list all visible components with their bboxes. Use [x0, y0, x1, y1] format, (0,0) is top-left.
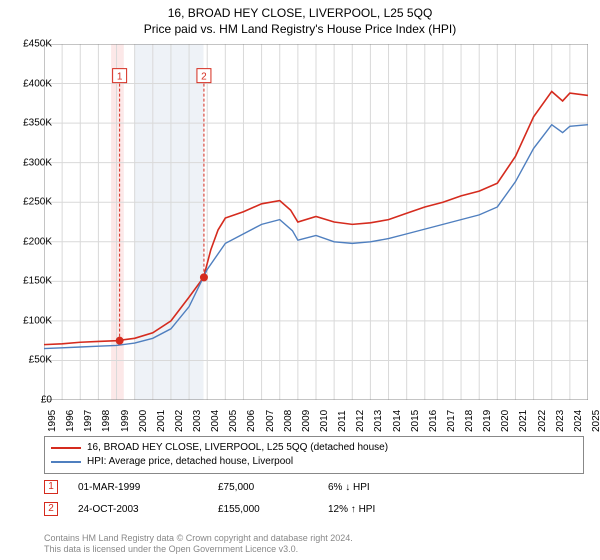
x-tick-label: 2003 [192, 410, 203, 432]
y-tick-label: £0 [12, 395, 52, 406]
x-tick-label: 2015 [410, 410, 421, 432]
legend-item-property: 16, BROAD HEY CLOSE, LIVERPOOL, L25 5QQ … [51, 441, 577, 455]
sale-date-2: 24-OCT-2003 [78, 504, 218, 515]
x-tick-label: 2000 [138, 410, 149, 432]
x-tick-label: 2008 [283, 410, 294, 432]
page-title: 16, BROAD HEY CLOSE, LIVERPOOL, L25 5QQ [0, 0, 600, 20]
x-tick-label: 2012 [355, 410, 366, 432]
legend-label-property: 16, BROAD HEY CLOSE, LIVERPOOL, L25 5QQ … [87, 441, 388, 455]
x-tick-label: 2007 [265, 410, 276, 432]
y-tick-label: £200K [12, 236, 52, 247]
x-tick-label: 2004 [210, 410, 221, 432]
sale-row-2: 2 24-OCT-2003 £155,000 12% ↑ HPI [44, 502, 584, 516]
legend: 16, BROAD HEY CLOSE, LIVERPOOL, L25 5QQ … [44, 436, 584, 474]
footer: Contains HM Land Registry data © Crown c… [44, 533, 353, 556]
y-tick-label: £250K [12, 197, 52, 208]
y-tick-label: £100K [12, 315, 52, 326]
sale-pct-1: 6% ↓ HPI [328, 482, 448, 493]
x-tick-label: 1999 [120, 410, 131, 432]
x-tick-label: 2002 [174, 410, 185, 432]
chart-area: 12 [44, 44, 588, 400]
footer-line-1: Contains HM Land Registry data © Crown c… [44, 533, 353, 545]
sale-marker-1: 1 [44, 480, 58, 494]
x-tick-label: 2006 [246, 410, 257, 432]
x-tick-label: 2018 [464, 410, 475, 432]
legend-label-hpi: HPI: Average price, detached house, Live… [87, 455, 293, 469]
page-subtitle: Price paid vs. HM Land Registry's House … [0, 20, 600, 40]
x-tick-label: 2019 [482, 410, 493, 432]
x-tick-label: 1997 [83, 410, 94, 432]
x-tick-label: 2024 [573, 410, 584, 432]
svg-text:2: 2 [201, 72, 207, 83]
sale-marker-2: 2 [44, 502, 58, 516]
x-tick-label: 1998 [101, 410, 112, 432]
x-tick-label: 2021 [518, 410, 529, 432]
x-tick-label: 2010 [319, 410, 330, 432]
x-tick-label: 2011 [337, 410, 348, 432]
x-tick-label: 2022 [537, 410, 548, 432]
sale-date-1: 01-MAR-1999 [78, 482, 218, 493]
footer-line-2: This data is licensed under the Open Gov… [44, 544, 353, 556]
x-tick-label: 2023 [555, 410, 566, 432]
x-tick-label: 2017 [446, 410, 457, 432]
sale-price-2: £155,000 [218, 504, 328, 515]
svg-text:1: 1 [117, 72, 123, 83]
y-tick-label: £350K [12, 118, 52, 129]
x-tick-label: 2025 [591, 410, 600, 432]
y-tick-label: £400K [12, 78, 52, 89]
sale-row-1: 1 01-MAR-1999 £75,000 6% ↓ HPI [44, 480, 584, 494]
y-tick-label: £450K [12, 39, 52, 50]
legend-swatch-property [51, 447, 81, 449]
x-tick-label: 1996 [65, 410, 76, 432]
x-tick-label: 2013 [373, 410, 384, 432]
legend-swatch-hpi [51, 461, 81, 463]
legend-item-hpi: HPI: Average price, detached house, Live… [51, 455, 577, 469]
x-tick-label: 2001 [156, 410, 167, 432]
x-tick-label: 2020 [500, 410, 511, 432]
price-chart: 12 [44, 44, 588, 400]
sale-pct-2: 12% ↑ HPI [328, 504, 448, 515]
x-tick-label: 2014 [392, 410, 403, 432]
x-tick-label: 2009 [301, 410, 312, 432]
x-tick-label: 2016 [428, 410, 439, 432]
x-tick-label: 2005 [228, 410, 239, 432]
y-tick-label: £150K [12, 276, 52, 287]
y-tick-label: £300K [12, 157, 52, 168]
y-tick-label: £50K [12, 355, 52, 366]
chart-container: 16, BROAD HEY CLOSE, LIVERPOOL, L25 5QQ … [0, 0, 600, 560]
sale-price-1: £75,000 [218, 482, 328, 493]
x-tick-label: 1995 [47, 410, 58, 432]
